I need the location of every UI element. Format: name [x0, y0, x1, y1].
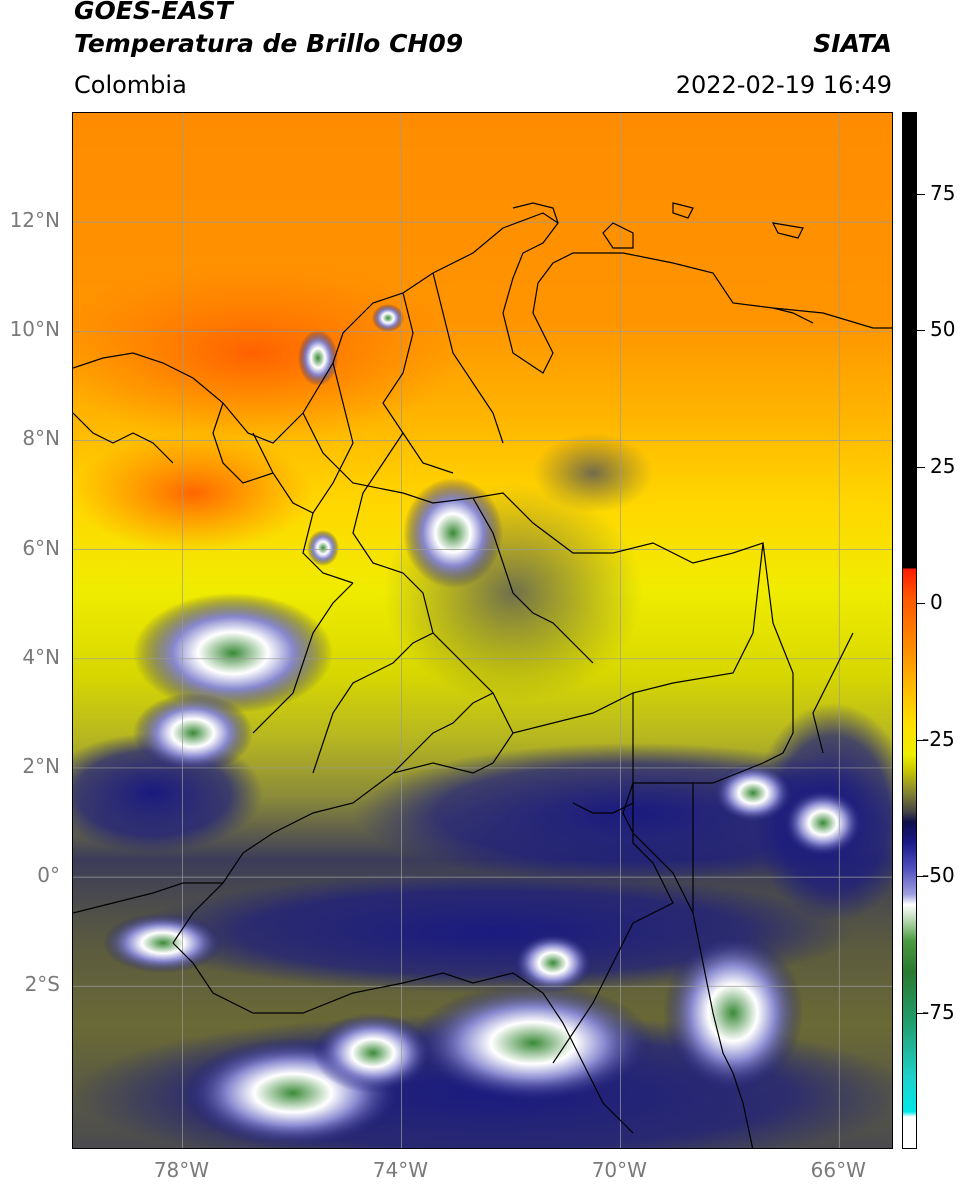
colorbar-tick-label: 50 [930, 317, 956, 342]
colorbar-tick [917, 739, 925, 741]
lat-tick-label: 2°N [22, 753, 60, 778]
colorbar-tick-label: 0 [930, 590, 943, 615]
colorbar-tick-label: -25 [922, 726, 955, 751]
lat-tick-label: 6°N [22, 535, 60, 560]
lat-tick-label: 4°N [22, 644, 60, 669]
colorbar-tick-label: -50 [922, 863, 955, 888]
colorbar-tick [917, 330, 925, 332]
colorbar-tick-label: 25 [930, 453, 956, 478]
temperature-colorbar [902, 112, 917, 1149]
colorbar-tick [917, 1012, 925, 1014]
region-label: Colombia [74, 71, 187, 99]
map-panel[interactable] [72, 112, 893, 1149]
colorbar-tick-label: -75 [922, 999, 955, 1024]
colorbar-tick [917, 603, 925, 605]
lon-tick-label: 78°W [153, 1158, 210, 1182]
colorbar-tick [917, 876, 925, 878]
coastline-and-borders [73, 202, 892, 1148]
brightness-temperature-map [73, 113, 892, 1148]
source-title: GOES-EAST [74, 0, 233, 25]
product-title: Temperatura de Brillo CH09 [74, 29, 464, 58]
lat-tick-label: 8°N [22, 426, 60, 451]
lat-tick-label: 2°S [24, 972, 60, 997]
datetime-label: 2022-02-19 16:49 [675, 71, 892, 99]
colorbar-tick-label: 75 [930, 180, 956, 205]
lat-tick-label: 10°N [9, 317, 60, 342]
lat-tick-label: 0° [37, 863, 60, 888]
organization-label: SIATA [813, 29, 892, 58]
lat-tick-label: 12°N [9, 208, 60, 233]
lon-tick-label: 74°W [372, 1158, 428, 1182]
colorbar-tick [917, 466, 925, 468]
colorbar-tick [917, 193, 925, 195]
lon-tick-label: 66°W [810, 1158, 866, 1182]
lon-tick-label: 70°W [591, 1158, 647, 1182]
